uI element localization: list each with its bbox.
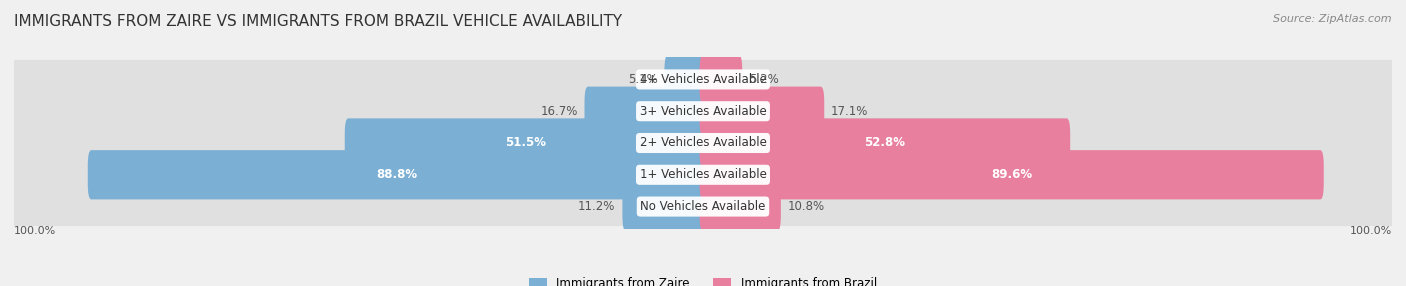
FancyBboxPatch shape [700, 87, 824, 136]
Text: 5.1%: 5.1% [628, 73, 658, 86]
Text: 3+ Vehicles Available: 3+ Vehicles Available [640, 105, 766, 118]
Text: 2+ Vehicles Available: 2+ Vehicles Available [640, 136, 766, 150]
Text: 52.8%: 52.8% [865, 136, 905, 150]
Text: 4+ Vehicles Available: 4+ Vehicles Available [640, 73, 766, 86]
Text: 1+ Vehicles Available: 1+ Vehicles Available [640, 168, 766, 181]
Text: 100.0%: 100.0% [14, 226, 56, 236]
Text: 100.0%: 100.0% [1350, 226, 1392, 236]
Text: 17.1%: 17.1% [831, 105, 869, 118]
Text: 51.5%: 51.5% [505, 136, 546, 150]
FancyBboxPatch shape [665, 55, 706, 104]
FancyBboxPatch shape [14, 60, 1392, 99]
FancyBboxPatch shape [585, 87, 706, 136]
Text: 88.8%: 88.8% [377, 168, 418, 181]
Text: 10.8%: 10.8% [787, 200, 825, 213]
Text: 16.7%: 16.7% [540, 105, 578, 118]
FancyBboxPatch shape [700, 118, 1070, 168]
FancyBboxPatch shape [344, 118, 706, 168]
FancyBboxPatch shape [700, 182, 780, 231]
Legend: Immigrants from Zaire, Immigrants from Brazil: Immigrants from Zaire, Immigrants from B… [524, 273, 882, 286]
FancyBboxPatch shape [14, 187, 1392, 226]
Text: Source: ZipAtlas.com: Source: ZipAtlas.com [1274, 14, 1392, 24]
FancyBboxPatch shape [87, 150, 706, 199]
FancyBboxPatch shape [14, 124, 1392, 162]
FancyBboxPatch shape [700, 55, 742, 104]
FancyBboxPatch shape [700, 150, 1323, 199]
Text: 5.2%: 5.2% [749, 73, 779, 86]
FancyBboxPatch shape [14, 155, 1392, 194]
Text: IMMIGRANTS FROM ZAIRE VS IMMIGRANTS FROM BRAZIL VEHICLE AVAILABILITY: IMMIGRANTS FROM ZAIRE VS IMMIGRANTS FROM… [14, 14, 623, 29]
Text: 89.6%: 89.6% [991, 168, 1032, 181]
Text: 11.2%: 11.2% [578, 200, 616, 213]
FancyBboxPatch shape [14, 92, 1392, 131]
Text: No Vehicles Available: No Vehicles Available [640, 200, 766, 213]
FancyBboxPatch shape [623, 182, 706, 231]
